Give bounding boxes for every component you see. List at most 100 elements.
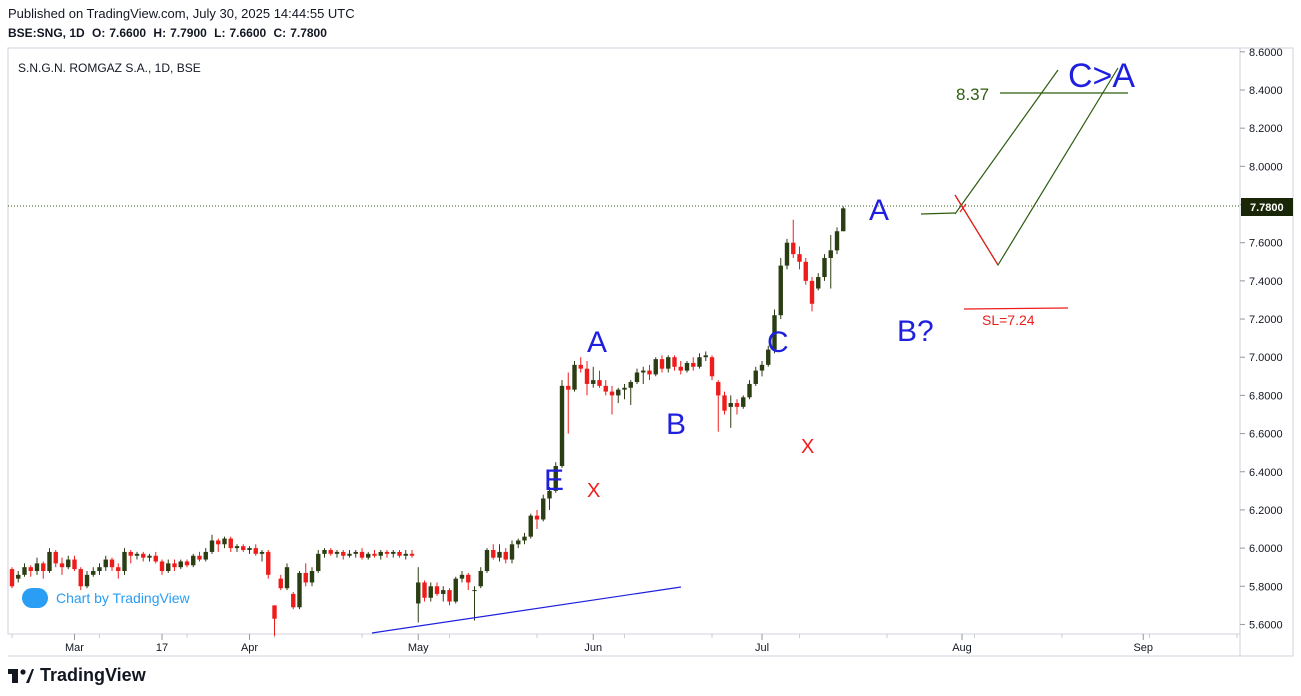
projection-base-line xyxy=(920,212,956,215)
candle-body xyxy=(241,546,246,551)
candle-body xyxy=(509,544,515,560)
candle xyxy=(228,536,233,552)
candle-body xyxy=(547,490,552,499)
candle-body xyxy=(59,563,65,568)
candle xyxy=(834,227,840,255)
candle-body xyxy=(184,561,190,566)
candle xyxy=(803,257,808,285)
candle-body xyxy=(572,364,577,390)
candle xyxy=(722,391,727,415)
stop-loss-label: SL=7.24 xyxy=(982,312,1035,328)
target-label: 8.37 xyxy=(956,85,989,104)
candle-body xyxy=(684,362,690,371)
candle xyxy=(103,555,108,572)
candle xyxy=(466,572,471,591)
candle xyxy=(828,235,833,289)
candle xyxy=(478,567,483,589)
candle-body xyxy=(534,515,540,520)
candle-body xyxy=(203,551,208,560)
candle xyxy=(16,571,21,583)
candle-body xyxy=(503,551,508,560)
candle-body xyxy=(122,551,127,572)
candle xyxy=(541,494,546,522)
candle xyxy=(66,555,71,570)
candle-body xyxy=(691,362,696,367)
badge-text: Chart by TradingView xyxy=(56,590,190,606)
candle-body xyxy=(728,403,733,407)
candle-body xyxy=(166,563,171,572)
candle xyxy=(603,380,608,396)
candle xyxy=(78,567,83,591)
candle xyxy=(659,355,665,373)
projection-up-line xyxy=(954,69,1059,215)
candle-body xyxy=(834,231,840,251)
candle xyxy=(422,580,427,602)
candle xyxy=(647,364,652,381)
candle xyxy=(566,372,571,434)
candle xyxy=(91,567,96,577)
footer-brand: TradingView xyxy=(40,665,146,685)
candle-body xyxy=(359,551,365,558)
candle-body xyxy=(159,561,165,572)
candle xyxy=(616,387,621,404)
candle xyxy=(178,559,183,570)
candle xyxy=(122,548,127,575)
candle xyxy=(697,353,702,369)
candle xyxy=(609,385,615,415)
candle-body xyxy=(528,515,533,537)
wave-label-c-target: C>A xyxy=(1068,57,1135,95)
candle xyxy=(766,345,771,367)
candle xyxy=(284,563,290,591)
candle xyxy=(109,557,115,572)
candle xyxy=(753,366,758,386)
candle xyxy=(522,532,527,545)
open-label: O: xyxy=(92,26,106,40)
candle xyxy=(678,361,683,375)
candle-body xyxy=(141,553,146,558)
candle xyxy=(528,513,533,539)
candle-body xyxy=(22,567,27,575)
candle-body xyxy=(403,553,408,556)
candle-body xyxy=(328,550,333,554)
candle-body xyxy=(628,382,633,388)
wave-label-x2: X xyxy=(801,436,814,458)
candle-body xyxy=(766,349,771,365)
candle-body xyxy=(209,540,215,552)
candle-body xyxy=(447,590,452,602)
candle-body xyxy=(791,242,796,255)
candle xyxy=(416,567,421,623)
candle xyxy=(797,246,802,270)
candle-body xyxy=(747,383,752,398)
wave-label-e: E xyxy=(544,464,564,497)
candle-body xyxy=(491,550,496,558)
date-tick-label: Jul xyxy=(755,642,769,654)
candle-body xyxy=(516,540,521,545)
candle-body xyxy=(647,370,652,375)
candle-body xyxy=(603,385,608,392)
candle-body xyxy=(753,370,758,384)
candle xyxy=(634,368,640,384)
candle-body xyxy=(828,250,833,258)
candle xyxy=(253,544,258,556)
candle xyxy=(453,576,458,604)
ohlc-legend: BSE:SNG, 1D O: 7.6600 H: 7.7900 L: 7.6600 C… xyxy=(8,26,331,40)
candle-body xyxy=(397,551,402,556)
candle-body xyxy=(47,551,52,572)
candle-body xyxy=(272,605,277,619)
candle-body xyxy=(234,546,240,549)
candle xyxy=(622,383,627,400)
wave-label-b1: B xyxy=(666,408,686,441)
candle-body xyxy=(128,551,133,556)
footer-logo[interactable]: TradingView xyxy=(8,665,146,686)
candle xyxy=(641,366,646,384)
plot-frame xyxy=(7,47,1241,635)
candle-body xyxy=(803,261,808,281)
candle-body xyxy=(778,265,783,316)
tradingview-badge[interactable]: Chart by TradingView xyxy=(22,588,190,608)
candle xyxy=(191,553,196,568)
candle xyxy=(484,548,490,573)
candle-body xyxy=(197,555,202,560)
candle-body xyxy=(472,590,477,592)
candle-body xyxy=(91,571,96,575)
